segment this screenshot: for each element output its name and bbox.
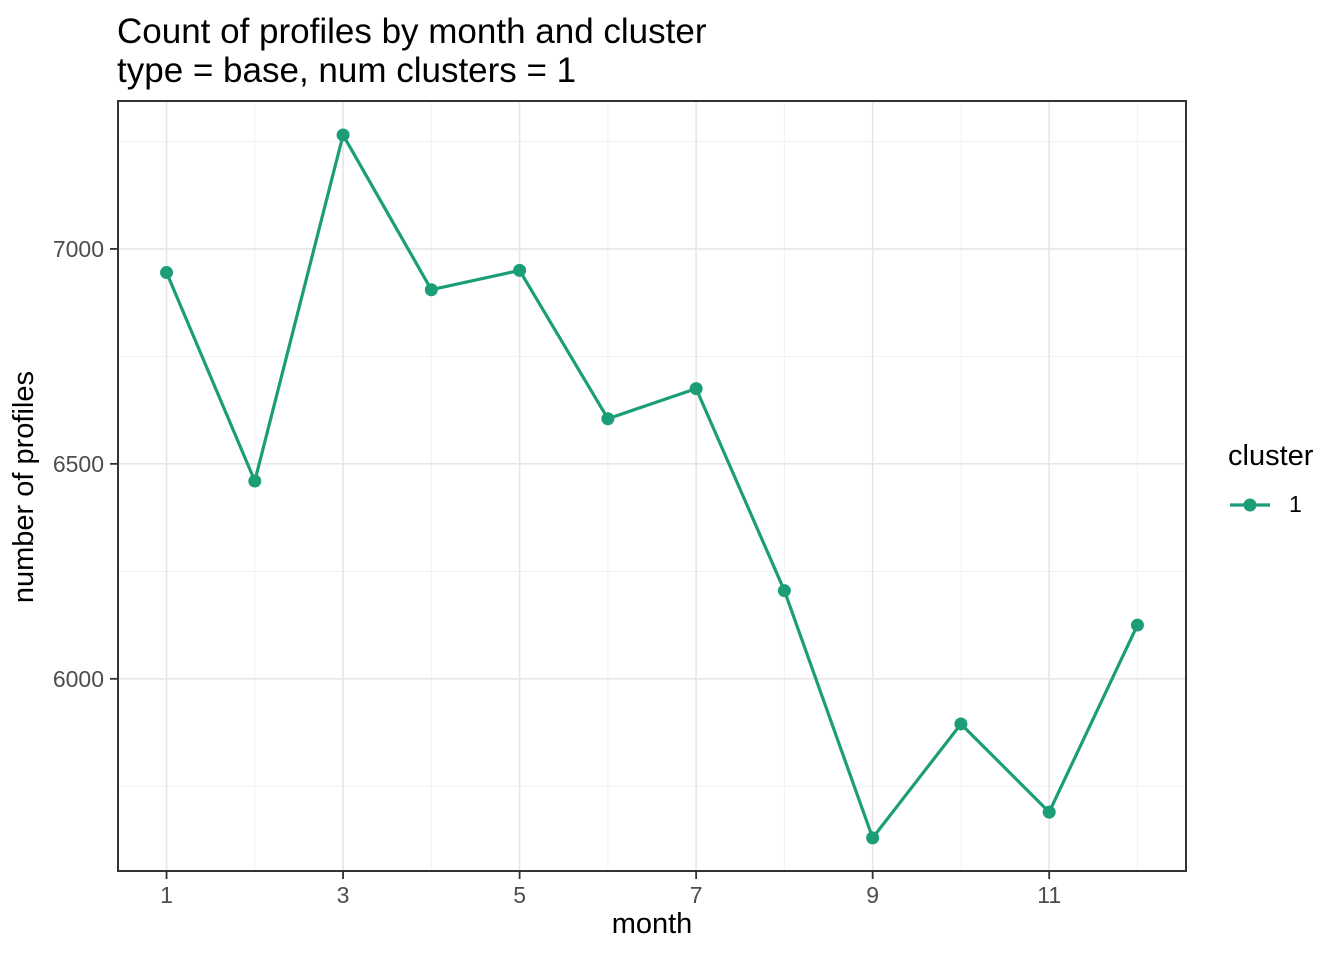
data-point xyxy=(424,283,438,297)
data-point xyxy=(601,412,615,426)
panel-border xyxy=(117,100,1187,872)
chart-subtitle: type = base, num clusters = 1 xyxy=(117,51,577,90)
legend-key-icon xyxy=(1230,498,1270,511)
chart-title: Count of profiles by month and cluster xyxy=(117,12,707,51)
y-tick-label: 7000 xyxy=(53,236,104,262)
data-point xyxy=(689,382,703,396)
y-tick-label: 6000 xyxy=(53,666,104,692)
data-point xyxy=(866,831,880,845)
x-axis-title: month xyxy=(611,908,693,940)
data-point xyxy=(1130,618,1144,632)
x-tick-label: 9 xyxy=(866,882,879,908)
data-point xyxy=(513,263,527,277)
legend-entry: 1 xyxy=(1228,491,1313,518)
data-point xyxy=(160,266,174,280)
y-tick-label: 6500 xyxy=(53,451,104,477)
data-point xyxy=(1042,805,1056,819)
data-point xyxy=(954,717,968,731)
x-tick-label: 3 xyxy=(337,882,350,908)
panel-background xyxy=(118,101,1186,871)
legend-entry-label: 1 xyxy=(1289,491,1302,517)
y-axis-title: number of profiles xyxy=(8,371,40,604)
x-tick-label: 5 xyxy=(513,882,526,908)
data-point xyxy=(777,584,791,598)
series-line xyxy=(165,133,1139,840)
x-tick-label: 11 xyxy=(1037,882,1061,908)
y-axis-title-wrap: number of profiles xyxy=(8,371,41,604)
data-point xyxy=(336,128,350,142)
legend-title: cluster xyxy=(1228,440,1314,472)
data-point xyxy=(248,474,262,488)
legend: cluster 1 xyxy=(1228,440,1313,518)
x-tick-label: 7 xyxy=(690,882,703,908)
x-tick-label: 1 xyxy=(160,882,173,908)
legend-key-point xyxy=(1243,498,1257,511)
